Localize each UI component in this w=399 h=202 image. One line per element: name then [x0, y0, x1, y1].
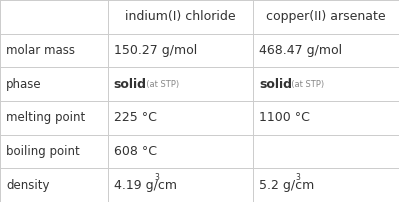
Text: (at STP): (at STP) [141, 80, 179, 89]
Text: 3: 3 [155, 173, 160, 182]
Text: 225 °C: 225 °C [114, 111, 156, 124]
Text: 3: 3 [296, 173, 300, 182]
Text: indium(I) chloride: indium(I) chloride [125, 10, 236, 23]
Text: molar mass: molar mass [6, 44, 75, 57]
Text: (at STP): (at STP) [286, 80, 325, 89]
Text: 150.27 g/mol: 150.27 g/mol [114, 44, 197, 57]
Text: solid: solid [259, 78, 292, 91]
Text: 4.19 g/cm: 4.19 g/cm [114, 179, 177, 192]
Text: solid: solid [114, 78, 147, 91]
Text: melting point: melting point [6, 111, 85, 124]
Text: 5.2 g/cm: 5.2 g/cm [259, 179, 314, 192]
Text: density: density [6, 179, 49, 192]
Text: copper(II) arsenate: copper(II) arsenate [267, 10, 386, 23]
Text: 1100 °C: 1100 °C [259, 111, 310, 124]
Text: phase: phase [6, 78, 41, 91]
Text: 608 °C: 608 °C [114, 145, 157, 158]
Text: 468.47 g/mol: 468.47 g/mol [259, 44, 342, 57]
Text: boiling point: boiling point [6, 145, 80, 158]
